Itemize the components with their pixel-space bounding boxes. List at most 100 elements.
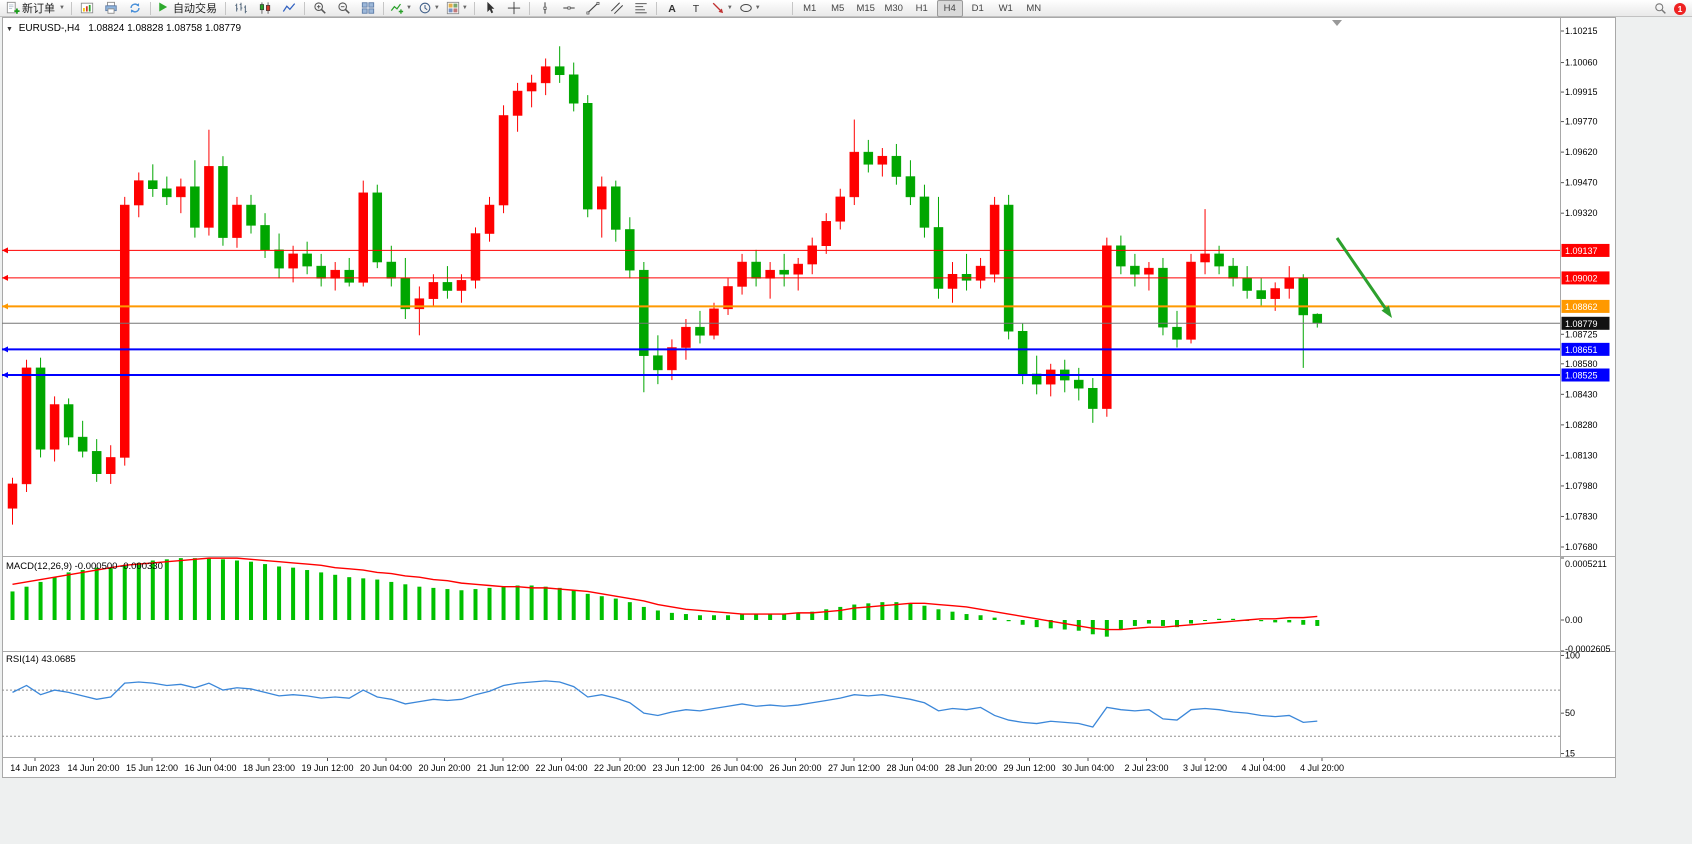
svg-text:A: A <box>668 3 676 15</box>
price-level-tag[interactable]: 1.09137 <box>1561 243 1610 257</box>
arrow-tool-button[interactable]: ▼ <box>709 0 735 17</box>
svg-text:23 Jun 12:00: 23 Jun 12:00 <box>652 763 704 773</box>
vertical-line-tool-button[interactable] <box>534 0 556 17</box>
notification-badge[interactable]: 1 <box>1674 2 1686 15</box>
fibonacci-tool-button[interactable] <box>630 0 652 17</box>
chart-quote-header: ▼ EURUSD-,H4 1.08824 1.08828 1.08758 1.0… <box>6 23 241 34</box>
refresh-icon <box>128 1 142 15</box>
toolbar-separator <box>382 1 384 15</box>
refresh-button[interactable] <box>124 0 146 17</box>
text-tool-button[interactable]: A <box>661 0 683 17</box>
svg-text:1.08525: 1.08525 <box>1565 371 1598 381</box>
timeframe-h4-button[interactable]: H4 <box>936 0 963 17</box>
svg-text:15 Jun 12:00: 15 Jun 12:00 <box>126 763 178 773</box>
candlestick-series <box>7 46 1323 525</box>
new-chart-button[interactable] <box>76 0 98 17</box>
svg-text:-0.0002605: -0.0002605 <box>1565 644 1611 654</box>
zoom-out-button[interactable] <box>333 0 355 17</box>
shapes-tool-button[interactable]: ▼ <box>737 0 763 17</box>
price-level-tag[interactable]: 1.08862 <box>1561 299 1610 313</box>
svg-text:28 Jun 04:00: 28 Jun 04:00 <box>886 763 938 773</box>
timeframe-m15-button[interactable]: M15 <box>856 2 875 14</box>
svg-text:28 Jun 20:00: 28 Jun 20:00 <box>945 763 997 773</box>
printer-icon <box>104 1 118 15</box>
timeframe-group: M1 M5 M15 M30 H1 H4 D1 W1 MN <box>796 0 1048 17</box>
svg-text:1.08280: 1.08280 <box>1565 420 1598 430</box>
svg-text:1.09770: 1.09770 <box>1565 117 1598 127</box>
price-axis[interactable]: 1.10215 1.10060 1.09915 1.09770 1.09620 1.094… <box>1561 26 1598 552</box>
timeframe-w1-button[interactable]: W1 <box>998 2 1013 14</box>
timeframe-m30-button[interactable]: M30 <box>884 2 903 14</box>
arrow-tool-icon <box>711 1 725 15</box>
toolbar-separator <box>655 1 657 15</box>
svg-text:1.08862: 1.08862 <box>1565 302 1598 312</box>
level-line-anchor-icon <box>2 372 8 378</box>
channel-tool-button[interactable] <box>606 0 628 17</box>
ellipse-icon <box>739 1 753 15</box>
timeframe-h1-button[interactable]: H1 <box>915 2 928 14</box>
new-order-button[interactable]: 新订单 ▼ <box>4 0 67 17</box>
collapse-icon[interactable]: ▼ <box>6 26 13 33</box>
price-level-tag[interactable]: 1.08525 <box>1561 368 1610 382</box>
indicators-button[interactable]: ▼ <box>388 0 414 17</box>
svg-text:1.09915: 1.09915 <box>1565 87 1598 97</box>
svg-text:2 Jul 23:00: 2 Jul 23:00 <box>1124 763 1168 773</box>
rsi-indicator-label: RSI(14) 43.0685 <box>6 654 76 665</box>
cursor-tool-button[interactable] <box>479 0 501 17</box>
new-chart-icon <box>80 1 94 15</box>
tile-windows-button[interactable] <box>357 0 379 17</box>
timeframe-d1-button[interactable]: D1 <box>971 2 984 14</box>
auto-trading-label: 自动交易 <box>172 3 217 15</box>
main-toolbar: 新订单 ▼ <box>0 0 1692 17</box>
svg-text:4 Jul 04:00: 4 Jul 04:00 <box>1241 763 1285 773</box>
trend-arrow-annotation[interactable] <box>1335 237 1392 318</box>
svg-text:30 Jun 04:00: 30 Jun 04:00 <box>1062 763 1114 773</box>
candlestick-icon <box>258 1 272 15</box>
bar-chart-button[interactable] <box>230 0 252 17</box>
label-tool-button[interactable]: T <box>685 0 707 17</box>
auto-trading-button[interactable]: 自动交易 <box>155 0 221 17</box>
svg-text:20 Jun 04:00: 20 Jun 04:00 <box>360 763 412 773</box>
timeframe-m5-button[interactable]: M5 <box>831 2 845 14</box>
svg-text:16 Jun 04:00: 16 Jun 04:00 <box>184 763 236 773</box>
trendline-tool-button[interactable] <box>582 0 604 17</box>
indicators-icon <box>390 1 404 15</box>
svg-text:4 Jul 20:00: 4 Jul 20:00 <box>1300 763 1344 773</box>
svg-text:1.10060: 1.10060 <box>1565 58 1598 68</box>
toolbar-separator <box>791 1 793 15</box>
toolbar-separator <box>473 1 475 15</box>
svg-text:1.08651: 1.08651 <box>1565 345 1598 355</box>
svg-text:T: T <box>693 3 700 15</box>
periods-button[interactable]: ▼ <box>416 0 442 17</box>
svg-text:1.08130: 1.08130 <box>1565 450 1598 460</box>
trendline-icon <box>586 1 600 15</box>
search-icon[interactable] <box>1654 2 1668 16</box>
chevron-down-icon: ▼ <box>754 5 761 11</box>
chart-shift-marker[interactable] <box>1332 20 1342 26</box>
text-icon: A <box>665 1 679 15</box>
price-level-tag[interactable]: 1.08651 <box>1561 342 1610 356</box>
horizontal-line-tool-button[interactable] <box>558 0 580 17</box>
svg-text:29 Jun 12:00: 29 Jun 12:00 <box>1003 763 1055 773</box>
zoom-in-button[interactable] <box>309 0 331 17</box>
new-order-icon <box>6 1 20 15</box>
svg-text:1.09002: 1.09002 <box>1565 273 1598 283</box>
line-chart-button[interactable] <box>278 0 300 17</box>
timeframe-mn-button[interactable]: MN <box>1026 2 1042 14</box>
crosshair-tool-button[interactable] <box>503 0 525 17</box>
svg-text:3 Jul 12:00: 3 Jul 12:00 <box>1183 763 1227 773</box>
svg-text:1.08779: 1.08779 <box>1565 319 1598 329</box>
price-level-tag[interactable]: 1.09002 <box>1561 271 1610 285</box>
svg-text:22 Jun 04:00: 22 Jun 04:00 <box>535 763 587 773</box>
timeframe-m1-button[interactable]: M1 <box>803 2 817 14</box>
svg-text:19 Jun 12:00: 19 Jun 12:00 <box>301 763 353 773</box>
current-price-tag[interactable]: 1.08779 <box>1561 316 1610 330</box>
time-axis[interactable]: 14 Jun 2023 14 Jun 20:00 15 Jun 12:00 16 Ju… <box>10 758 1344 773</box>
candlestick-chart-button[interactable] <box>254 0 276 17</box>
svg-text:1.09137: 1.09137 <box>1565 246 1598 256</box>
profiles-button[interactable] <box>100 0 122 17</box>
templates-button[interactable]: ▼ <box>444 0 470 17</box>
horizontal-levels: 1.09137 1.09002 1.08862 1.08651 1.08525 1.087… <box>2 243 1610 382</box>
ohlc-quote-label: 1.08824 1.08828 1.08758 1.08779 <box>88 23 242 34</box>
